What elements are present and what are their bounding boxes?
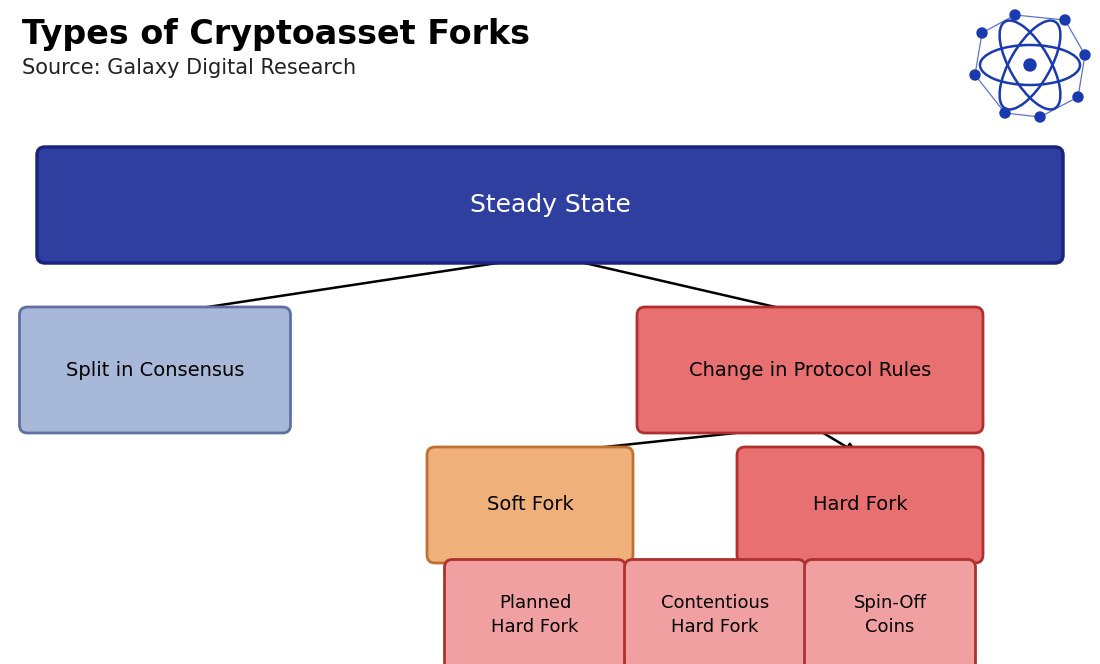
Circle shape xyxy=(977,28,987,38)
Text: Hard Fork: Hard Fork xyxy=(813,495,908,515)
Circle shape xyxy=(1035,112,1045,122)
FancyBboxPatch shape xyxy=(37,147,1063,263)
Circle shape xyxy=(1080,50,1090,60)
Circle shape xyxy=(1024,59,1036,71)
Text: Source: Galaxy Digital Research: Source: Galaxy Digital Research xyxy=(22,58,356,78)
Circle shape xyxy=(970,70,980,80)
FancyBboxPatch shape xyxy=(444,560,626,664)
Circle shape xyxy=(1072,92,1084,102)
Text: Types of Cryptoasset Forks: Types of Cryptoasset Forks xyxy=(22,18,530,51)
FancyBboxPatch shape xyxy=(427,447,632,563)
Circle shape xyxy=(1060,15,1070,25)
FancyBboxPatch shape xyxy=(737,447,983,563)
Circle shape xyxy=(1010,10,1020,20)
Text: Soft Fork: Soft Fork xyxy=(486,495,573,515)
Text: Contentious
Hard Fork: Contentious Hard Fork xyxy=(661,594,769,636)
FancyBboxPatch shape xyxy=(637,307,983,433)
Text: Split in Consensus: Split in Consensus xyxy=(66,361,244,380)
Text: Change in Protocol Rules: Change in Protocol Rules xyxy=(689,361,931,380)
Text: Planned
Hard Fork: Planned Hard Fork xyxy=(492,594,579,636)
FancyBboxPatch shape xyxy=(804,560,976,664)
Circle shape xyxy=(1000,108,1010,118)
FancyBboxPatch shape xyxy=(20,307,290,433)
Text: Spin-Off
Coins: Spin-Off Coins xyxy=(854,594,926,636)
Text: Steady State: Steady State xyxy=(470,193,630,217)
FancyBboxPatch shape xyxy=(625,560,805,664)
